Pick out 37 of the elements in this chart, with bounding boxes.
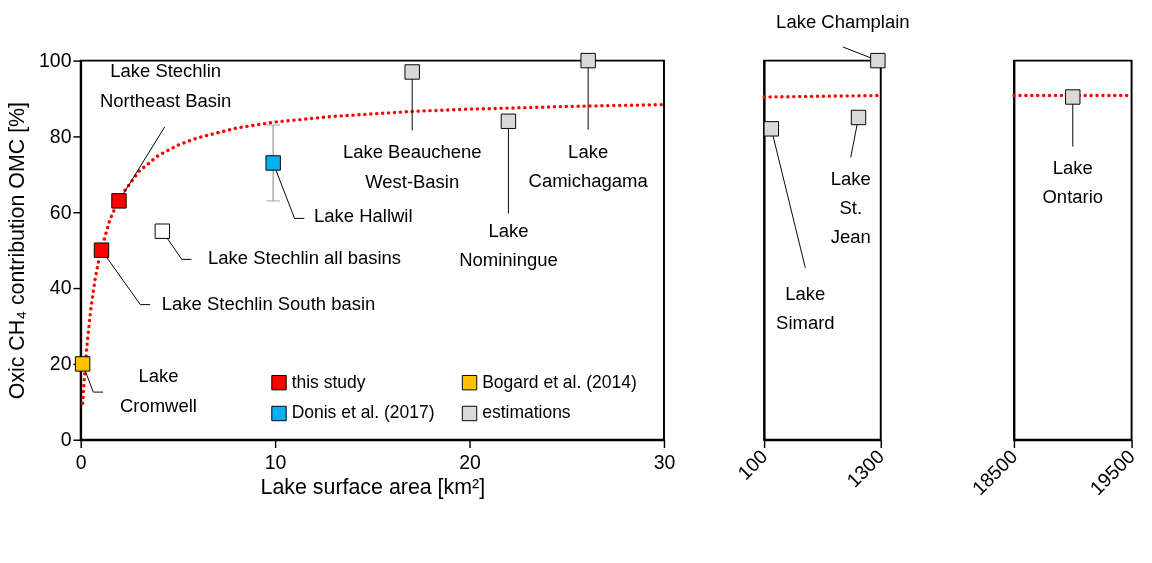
- annotation: Lake Camichagama: [528, 140, 649, 191]
- annotation: Lake Beauchene West-Basin: [342, 141, 482, 192]
- x-axis-title: Lake surface area [km²]: [260, 474, 486, 499]
- point: [580, 52, 596, 69]
- point: [93, 242, 110, 258]
- annotation: Lake Nominingue: [459, 219, 558, 271]
- point: [154, 223, 171, 239]
- annotation: Lake Stechlin Northeast Basin: [99, 60, 232, 111]
- annotation: Lake St. Jean: [830, 167, 871, 247]
- annotation: Lake Stechlin all basins: [208, 247, 402, 269]
- point: [500, 113, 517, 129]
- x-tick-label: 30: [653, 451, 676, 474]
- x-tick-label: 20: [459, 451, 482, 474]
- annotation: Lake Simard: [776, 282, 835, 334]
- point: [404, 64, 420, 80]
- point: [265, 155, 281, 171]
- y-tick-label: 60: [49, 200, 72, 223]
- legend-label: Bogard et al. (2014): [482, 371, 637, 392]
- x-tick-label: 100: [733, 445, 772, 484]
- legend-label: this study: [291, 371, 366, 392]
- point: [111, 193, 127, 209]
- annotation: Lake Cromwell: [119, 365, 197, 416]
- x-tick-label: 0: [75, 451, 87, 474]
- annotation: Lake Ontario: [1042, 156, 1104, 207]
- y-tick-label: 80: [49, 124, 72, 147]
- y-axis-title: Oxic CH₄ contribution OMC [%]: [5, 101, 30, 400]
- y-tick-label: 0: [60, 428, 72, 451]
- annotation: Lake Champlain: [776, 10, 910, 32]
- point: [74, 356, 91, 372]
- legend-label: estimations: [482, 402, 571, 423]
- y-tick-label: 40: [49, 276, 72, 299]
- x-tick-label: 10: [264, 451, 287, 474]
- annotation: Lake Hallwil: [314, 205, 413, 227]
- y-tick-label: 20: [49, 352, 72, 375]
- y-tick-label: 100: [39, 48, 72, 71]
- legend-label: Donis et al. (2017): [291, 402, 435, 423]
- annotation: Lake Stechlin South basin: [161, 293, 376, 315]
